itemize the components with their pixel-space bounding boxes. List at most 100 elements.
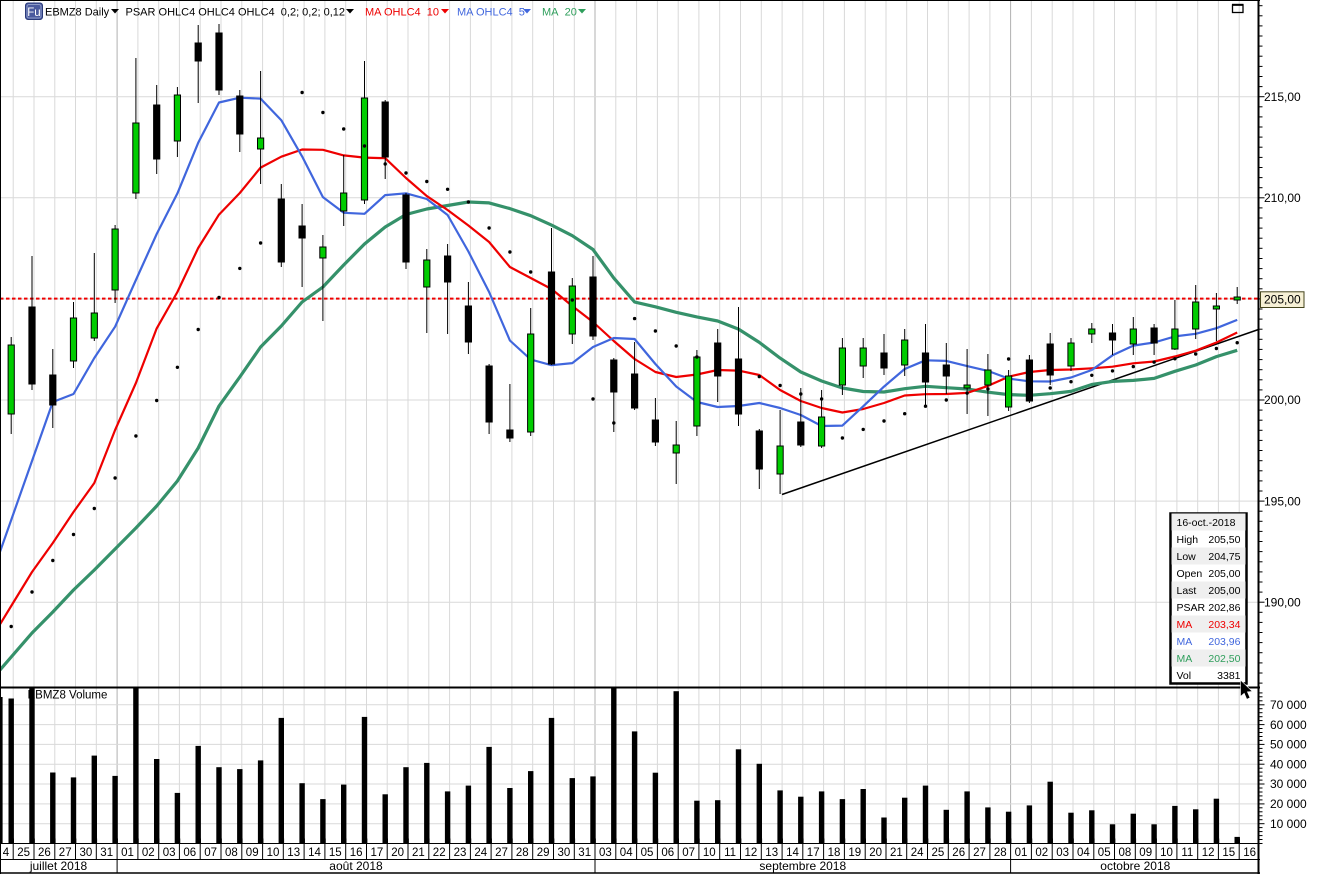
- svg-text:Last: Last: [1177, 585, 1197, 597]
- svg-text:13: 13: [765, 847, 778, 859]
- svg-text:Low: Low: [1177, 551, 1197, 563]
- svg-text:04: 04: [620, 847, 633, 859]
- svg-text:20 000: 20 000: [1270, 797, 1307, 811]
- svg-text:20: 20: [391, 847, 404, 859]
- svg-text:02: 02: [142, 847, 155, 859]
- svg-text:PSAR OHLC4 OHLC4 OHLC4 0,2; 0: PSAR OHLC4 OHLC4 OHLC4 0,2; 0,2; 0,12: [126, 7, 346, 19]
- svg-text:MA: MA: [1177, 653, 1193, 665]
- svg-text:31: 31: [100, 847, 113, 859]
- svg-text:MA OHLC4 5: MA OHLC4 5: [457, 7, 525, 19]
- svg-text:17: 17: [371, 847, 384, 859]
- svg-text:03: 03: [1056, 847, 1069, 859]
- svg-text:16: 16: [350, 847, 363, 859]
- svg-text:Open: Open: [1177, 568, 1203, 580]
- svg-text:210,00: 210,00: [1264, 191, 1301, 205]
- svg-text:13: 13: [287, 847, 300, 859]
- svg-text:30: 30: [558, 847, 571, 859]
- svg-text:10: 10: [1160, 847, 1173, 859]
- svg-text:205,50: 205,50: [1208, 534, 1240, 546]
- svg-text:10: 10: [703, 847, 716, 859]
- svg-text:15: 15: [329, 847, 342, 859]
- svg-text:70 000: 70 000: [1270, 698, 1307, 712]
- svg-text:06: 06: [183, 847, 196, 859]
- svg-text:202,50: 202,50: [1208, 653, 1240, 665]
- svg-text:Vol: Vol: [1177, 670, 1192, 682]
- svg-text:Fu: Fu: [27, 7, 40, 19]
- svg-text:10: 10: [267, 847, 280, 859]
- svg-text:07: 07: [204, 847, 217, 859]
- svg-text:PSAR: PSAR: [1177, 602, 1206, 614]
- svg-text:11: 11: [1181, 847, 1193, 859]
- svg-text:14: 14: [786, 847, 799, 859]
- svg-text:MA OHLC4 10: MA OHLC4 10: [365, 7, 439, 19]
- svg-text:07: 07: [682, 847, 695, 859]
- svg-text:215,00: 215,00: [1264, 90, 1301, 104]
- svg-text:24: 24: [474, 847, 487, 859]
- svg-text:202,86: 202,86: [1208, 602, 1240, 614]
- svg-text:205,00: 205,00: [1208, 585, 1240, 597]
- svg-text:26: 26: [38, 847, 51, 859]
- svg-text:19: 19: [848, 847, 861, 859]
- svg-text:septembre 2018: septembre 2018: [759, 859, 846, 873]
- svg-text:27: 27: [973, 847, 986, 859]
- svg-text:05: 05: [1098, 847, 1111, 859]
- svg-text:3381: 3381: [1217, 670, 1241, 682]
- svg-text:18: 18: [828, 847, 841, 859]
- svg-text:MA: MA: [1177, 619, 1193, 631]
- svg-text:11: 11: [724, 847, 736, 859]
- svg-text:29: 29: [537, 847, 550, 859]
- svg-text:203,34: 203,34: [1208, 619, 1240, 631]
- svg-text:09: 09: [246, 847, 259, 859]
- svg-text:20: 20: [869, 847, 882, 859]
- svg-text:EBMZ8 Volume: EBMZ8 Volume: [28, 690, 108, 702]
- svg-text:juillet 2018: juillet 2018: [29, 859, 88, 873]
- svg-text:200,00: 200,00: [1264, 393, 1301, 407]
- svg-text:40 000: 40 000: [1270, 757, 1307, 771]
- svg-text:octobre 2018: octobre 2018: [1100, 859, 1170, 873]
- svg-text:17: 17: [807, 847, 820, 859]
- svg-text:25: 25: [932, 847, 945, 859]
- svg-text:06: 06: [661, 847, 674, 859]
- svg-text:195,00: 195,00: [1264, 494, 1301, 508]
- svg-text:12: 12: [1202, 847, 1215, 859]
- svg-text:204,75: 204,75: [1208, 551, 1240, 563]
- svg-text:28: 28: [516, 847, 529, 859]
- svg-text:28: 28: [994, 847, 1007, 859]
- svg-text:27: 27: [495, 847, 508, 859]
- svg-text:01: 01: [121, 847, 134, 859]
- svg-text:03: 03: [599, 847, 612, 859]
- svg-text:205,00: 205,00: [1264, 293, 1301, 307]
- svg-text:31: 31: [578, 847, 591, 859]
- svg-text:203,96: 203,96: [1208, 636, 1240, 648]
- svg-text:03: 03: [163, 847, 176, 859]
- svg-text:10 000: 10 000: [1270, 817, 1307, 831]
- svg-text:05: 05: [641, 847, 654, 859]
- svg-text:02: 02: [1035, 847, 1048, 859]
- svg-text:25: 25: [17, 847, 30, 859]
- svg-text:MA 20: MA 20: [542, 7, 577, 19]
- svg-text:01: 01: [1015, 847, 1028, 859]
- svg-text:16: 16: [1243, 847, 1256, 859]
- svg-text:23: 23: [454, 847, 467, 859]
- svg-text:16-oct.-2018: 16-oct.-2018: [1177, 517, 1236, 529]
- svg-text:08: 08: [225, 847, 238, 859]
- svg-text:21: 21: [890, 847, 903, 859]
- svg-text:30 000: 30 000: [1270, 777, 1307, 791]
- svg-text:60 000: 60 000: [1270, 718, 1307, 732]
- svg-text:22: 22: [433, 847, 446, 859]
- svg-text:26: 26: [952, 847, 965, 859]
- svg-text:08: 08: [1119, 847, 1132, 859]
- svg-text:High: High: [1177, 534, 1199, 546]
- svg-text:21: 21: [412, 847, 425, 859]
- svg-text:MA: MA: [1177, 636, 1193, 648]
- svg-text:4: 4: [3, 847, 10, 859]
- svg-text:août 2018: août 2018: [329, 859, 383, 873]
- svg-text:12: 12: [745, 847, 758, 859]
- svg-text:190,00: 190,00: [1264, 595, 1301, 609]
- svg-text:205,00: 205,00: [1208, 568, 1240, 580]
- svg-text:24: 24: [911, 847, 924, 859]
- svg-text:09: 09: [1139, 847, 1152, 859]
- svg-text:15: 15: [1222, 847, 1235, 859]
- svg-text:EBMZ8 Daily: EBMZ8 Daily: [45, 7, 110, 19]
- svg-text:50 000: 50 000: [1270, 738, 1307, 752]
